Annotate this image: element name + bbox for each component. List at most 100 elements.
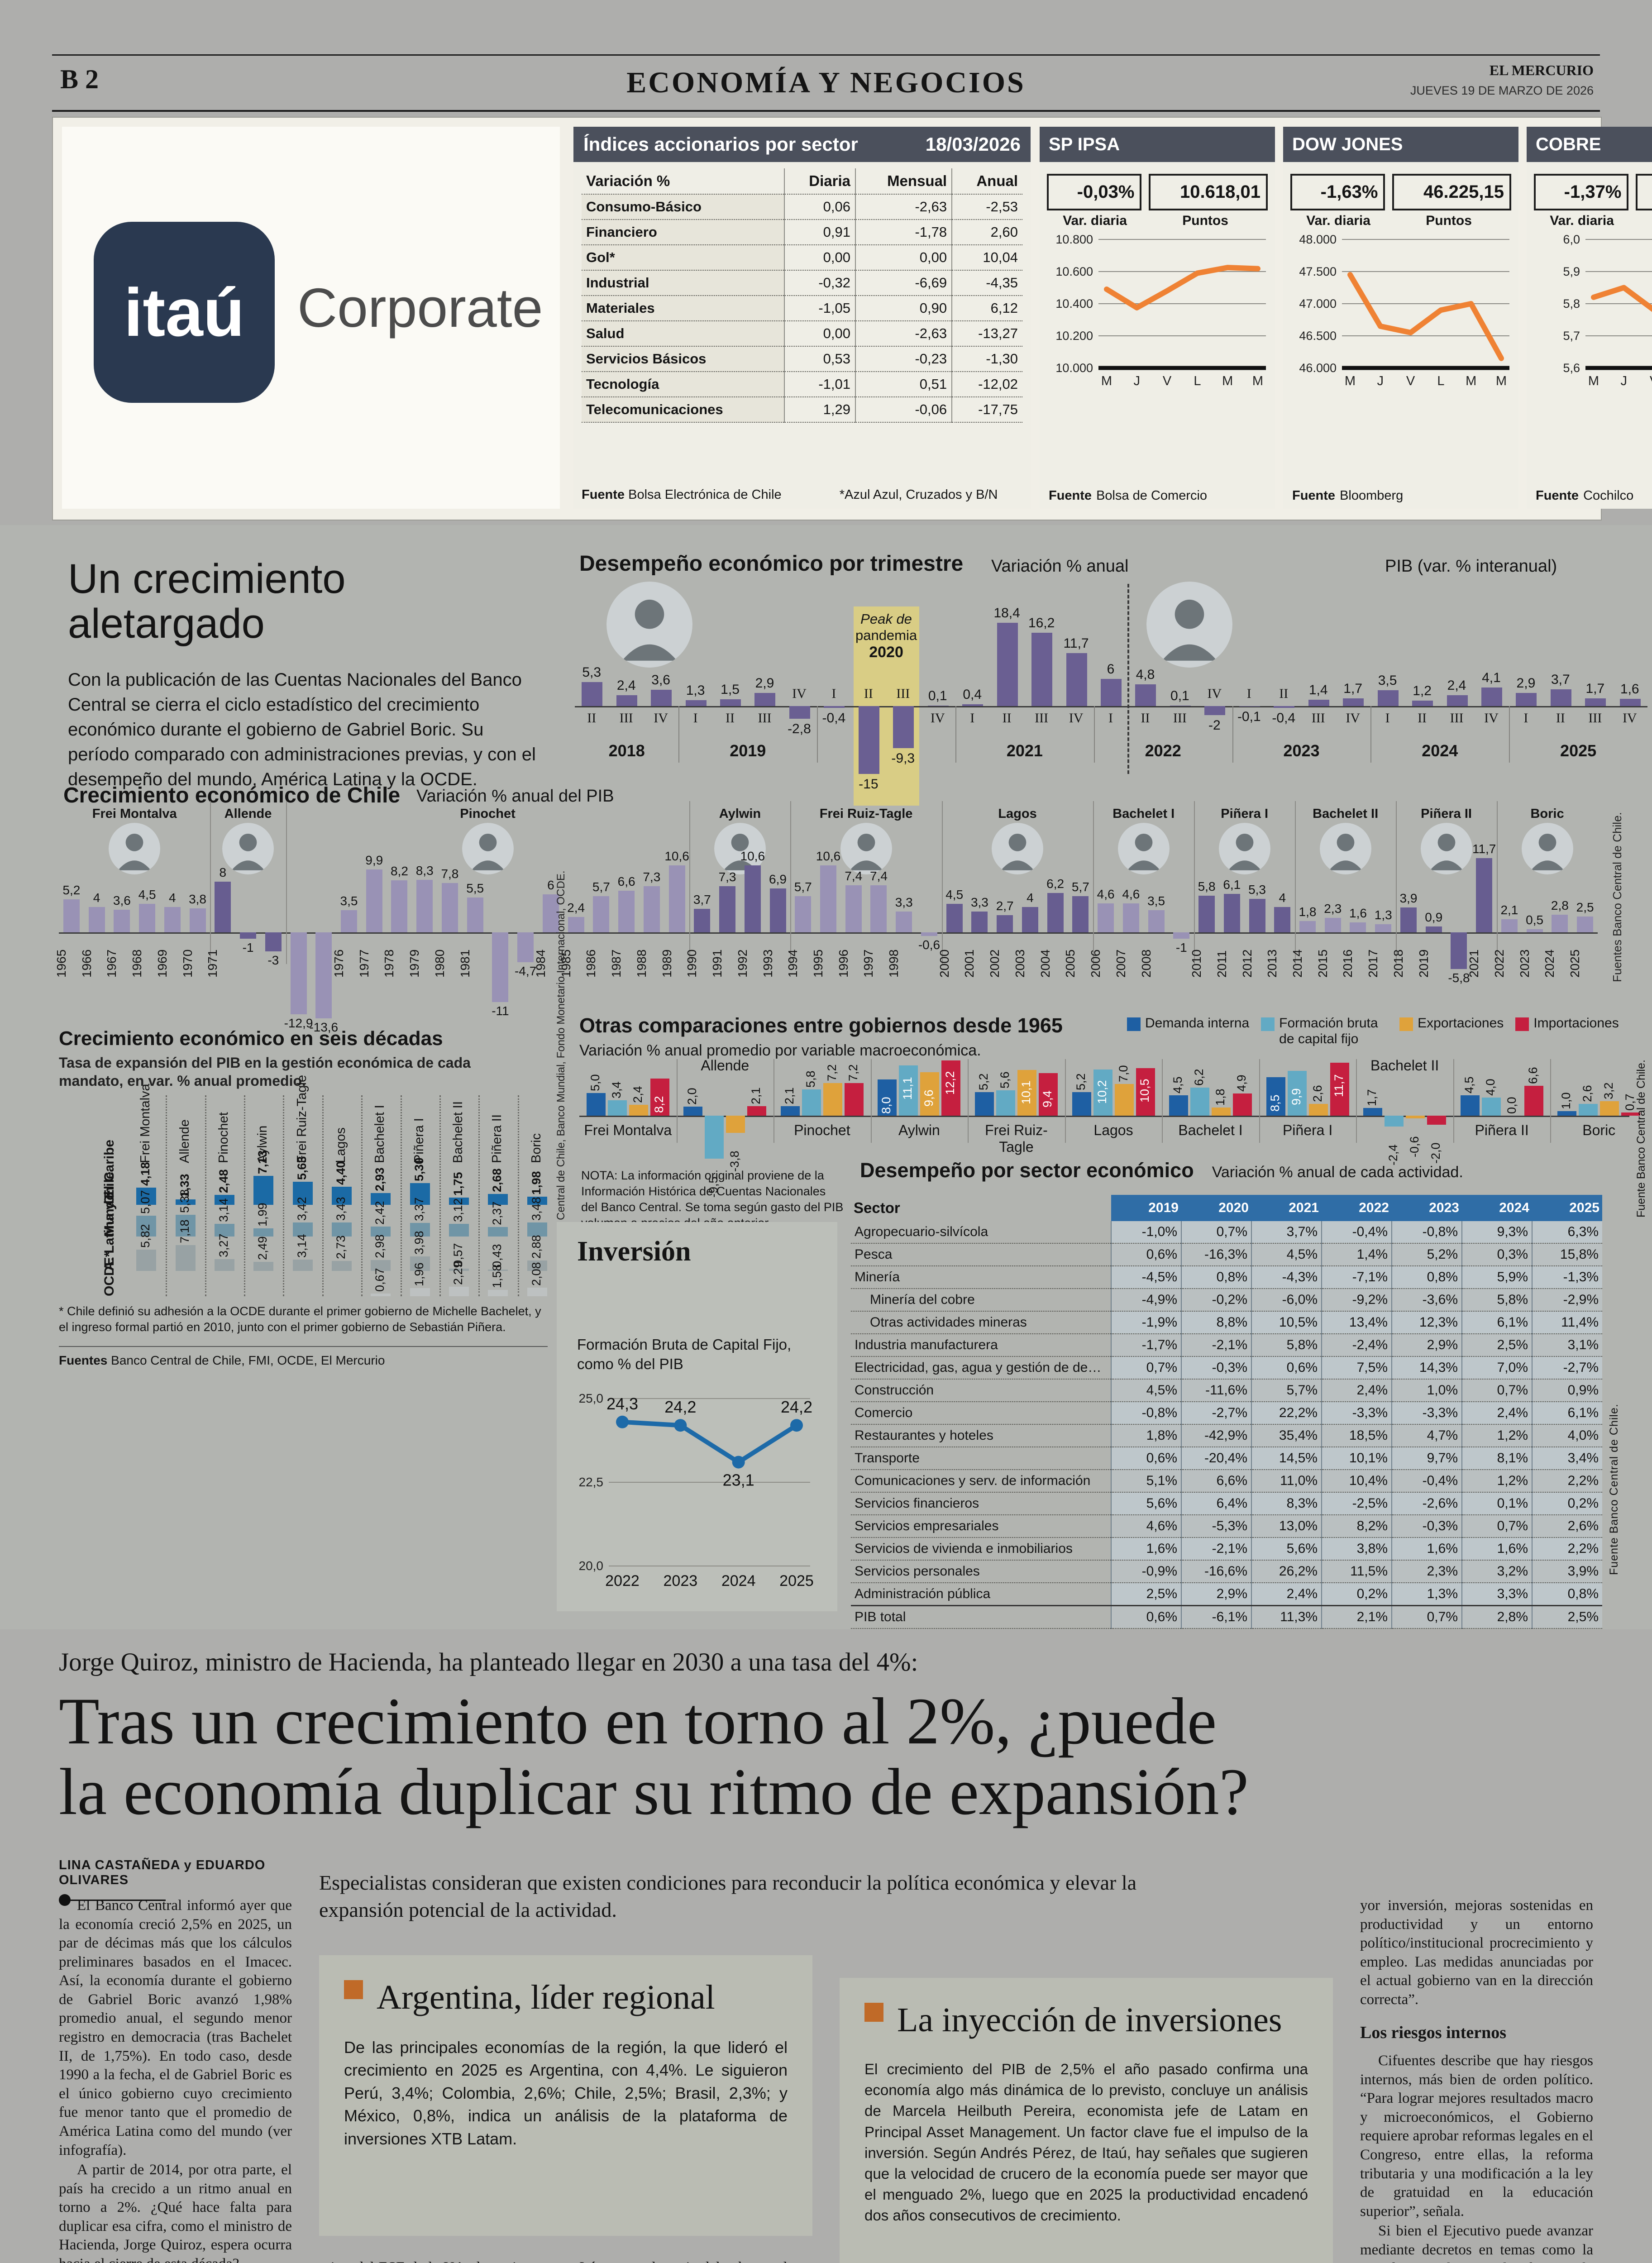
comparison-value: 4,0	[1483, 1079, 1497, 1096]
svg-text:20,0: 20,0	[579, 1559, 604, 1573]
sector-value: -4,5%	[1111, 1266, 1181, 1289]
svg-text:2024: 2024	[721, 1572, 756, 1590]
quarterly-bar	[1550, 689, 1571, 706]
annual-bar	[946, 904, 963, 932]
bar-value: 10,6	[740, 849, 765, 863]
decades-bar	[449, 1269, 469, 1271]
ticker-value-label: Puntos	[1182, 213, 1228, 228]
comparison-value: 3,2	[1602, 1082, 1616, 1099]
comparison-value: 5,6	[998, 1071, 1012, 1089]
sector-indices-source: Fuente Bolsa Electrónica de Chile *Azul …	[582, 487, 998, 502]
svg-text:M: M	[1345, 374, 1356, 388]
sector-name: Administración pública	[851, 1583, 1111, 1606]
year-header: 2021	[1251, 1195, 1322, 1221]
decades-subtitle: Tasa de expansión del PIB en la gestión …	[59, 1055, 471, 1089]
sector-value: -16,6%	[1181, 1560, 1251, 1583]
comparisons-axis	[579, 1116, 1629, 1117]
sector-value: 1,8%	[1111, 1424, 1181, 1447]
comparison-bar	[726, 1116, 745, 1133]
sector-name: Otras actividades mineras	[851, 1311, 1111, 1334]
comparison-category: Piñera II	[1475, 1122, 1529, 1138]
quarter-label: I	[693, 711, 698, 726]
year-label: 2025	[1568, 949, 1582, 978]
sector-row: Transporte 0,6% -20,4% 14,5% 10,1% 9,7% 8,1% 3,…	[851, 1447, 1602, 1470]
bar-value: 3,5	[1378, 673, 1397, 688]
comparison-category: Frei Ruiz-Tagle	[985, 1122, 1048, 1155]
indices-sector-name: Industrial	[582, 270, 784, 296]
ticker-chart-wrap: 6,05,95,85,75,6MJVLMM	[1527, 232, 1652, 393]
sector-value: 1,6%	[1111, 1537, 1181, 1561]
quarterly-bar	[1135, 684, 1156, 706]
source-name: Cochilco	[1583, 488, 1634, 503]
quarterly-bar	[1204, 706, 1226, 715]
quarter-label: IV	[930, 711, 945, 726]
sector-value: 22,2%	[1251, 1402, 1322, 1425]
svg-text:2023: 2023	[664, 1572, 698, 1590]
main-byline-block: LINA CASTAÑEDA y EDUARDO OLIVARES	[59, 1858, 292, 1906]
sector-value: -2,4%	[1321, 1334, 1392, 1357]
quarter-label: II	[1556, 711, 1565, 726]
sector-value: 0,8%	[1532, 1583, 1602, 1606]
decades-value: 3,14	[295, 1234, 309, 1258]
ticker-change-box: -1,63%	[1290, 174, 1385, 210]
sector-value: 10,5%	[1251, 1311, 1322, 1334]
year-header: 2019	[1111, 1195, 1181, 1221]
sector-indices-table: Variación % Diaria Mensual Anual Consumo-Bás…	[582, 168, 1022, 423]
bar-value: 1,8	[1299, 904, 1317, 919]
sector-value: 1,2%	[1461, 1470, 1532, 1493]
quarterly-bar	[1308, 700, 1329, 706]
annual-bar	[1476, 858, 1493, 932]
section-title: ECONOMÍA Y NEGOCIOS	[626, 66, 1026, 99]
sector-value: -2,6%	[1391, 1492, 1462, 1515]
column-separator	[439, 1095, 441, 1296]
headline-line-1: Tras un crecimiento en torno al 2%, ¿pue…	[59, 1684, 1217, 1758]
sector-value: -2,7%	[1532, 1356, 1602, 1380]
quarterly-bar	[858, 706, 879, 774]
decades-value: 3,37	[412, 1197, 426, 1221]
sector-value: 2,4%	[1461, 1402, 1532, 1425]
decades-bar	[527, 1222, 547, 1237]
byline-rule	[59, 1894, 292, 1906]
bar-value: -0,4	[1272, 711, 1296, 726]
bar-value: 11,7	[1472, 842, 1496, 856]
annual-bar	[1299, 921, 1316, 932]
svg-text:M: M	[1222, 374, 1233, 388]
quarterly-bar	[1343, 698, 1364, 706]
year-separator	[1232, 706, 1233, 763]
sector-value: 6,6%	[1181, 1470, 1251, 1493]
president-name: Allende	[224, 807, 272, 821]
comparison-value: 6,6	[1526, 1067, 1540, 1084]
sector-name: Electricidad, gas, agua y gestión de des…	[851, 1356, 1111, 1380]
decades-bar	[410, 1222, 430, 1237]
annual-bar	[1350, 922, 1366, 932]
sector-performance-title: Desempeño por sector económico	[860, 1159, 1194, 1182]
sector-value: -1,0%	[1111, 1221, 1181, 1244]
sector-value: 15,8%	[1532, 1243, 1602, 1266]
svg-text:V: V	[1406, 374, 1415, 388]
ticker-source: Fuente Cochilco	[1536, 488, 1633, 503]
svg-text:24,2: 24,2	[781, 1398, 812, 1416]
page-header: B 2 ECONOMÍA Y NEGOCIOS EL MERCURIO JUEV…	[52, 54, 1600, 112]
decades-bar	[332, 1187, 352, 1205]
bar-value: 16,2	[1028, 616, 1055, 630]
annual-bar	[467, 898, 483, 932]
annual-source: Fuentes Banco Central de Chile.	[1610, 812, 1624, 982]
annual-bar	[1552, 914, 1568, 932]
annual-bar	[694, 909, 711, 932]
sector-performance-table: Sector 2019 2020 2021 2022 2023 2024 2025 Agrope…	[851, 1195, 1602, 1629]
ticker-panel-cobre: COBRE -1,37% 5,67 Var. diaria US$/libra 6,0 5,…	[1527, 127, 1652, 509]
indices-header-cell: Diaria	[783, 168, 856, 195]
decades-bar	[488, 1227, 508, 1237]
decades-bar	[175, 1214, 196, 1237]
quarterly-bar	[1447, 695, 1468, 706]
row-label: OCDE*	[102, 1251, 117, 1296]
annual-bar	[668, 865, 685, 932]
quarter-label: III	[1035, 711, 1049, 726]
svg-text:22,5: 22,5	[579, 1475, 604, 1489]
sector-name: Restaurantes y hoteles	[851, 1424, 1111, 1447]
quarter-label: III	[1450, 711, 1464, 726]
sector-name: Minería del cobre	[851, 1289, 1111, 1312]
comparison-value: 9,4	[1040, 1090, 1054, 1108]
president-photo	[462, 823, 514, 874]
comparison-separator	[870, 1059, 872, 1143]
